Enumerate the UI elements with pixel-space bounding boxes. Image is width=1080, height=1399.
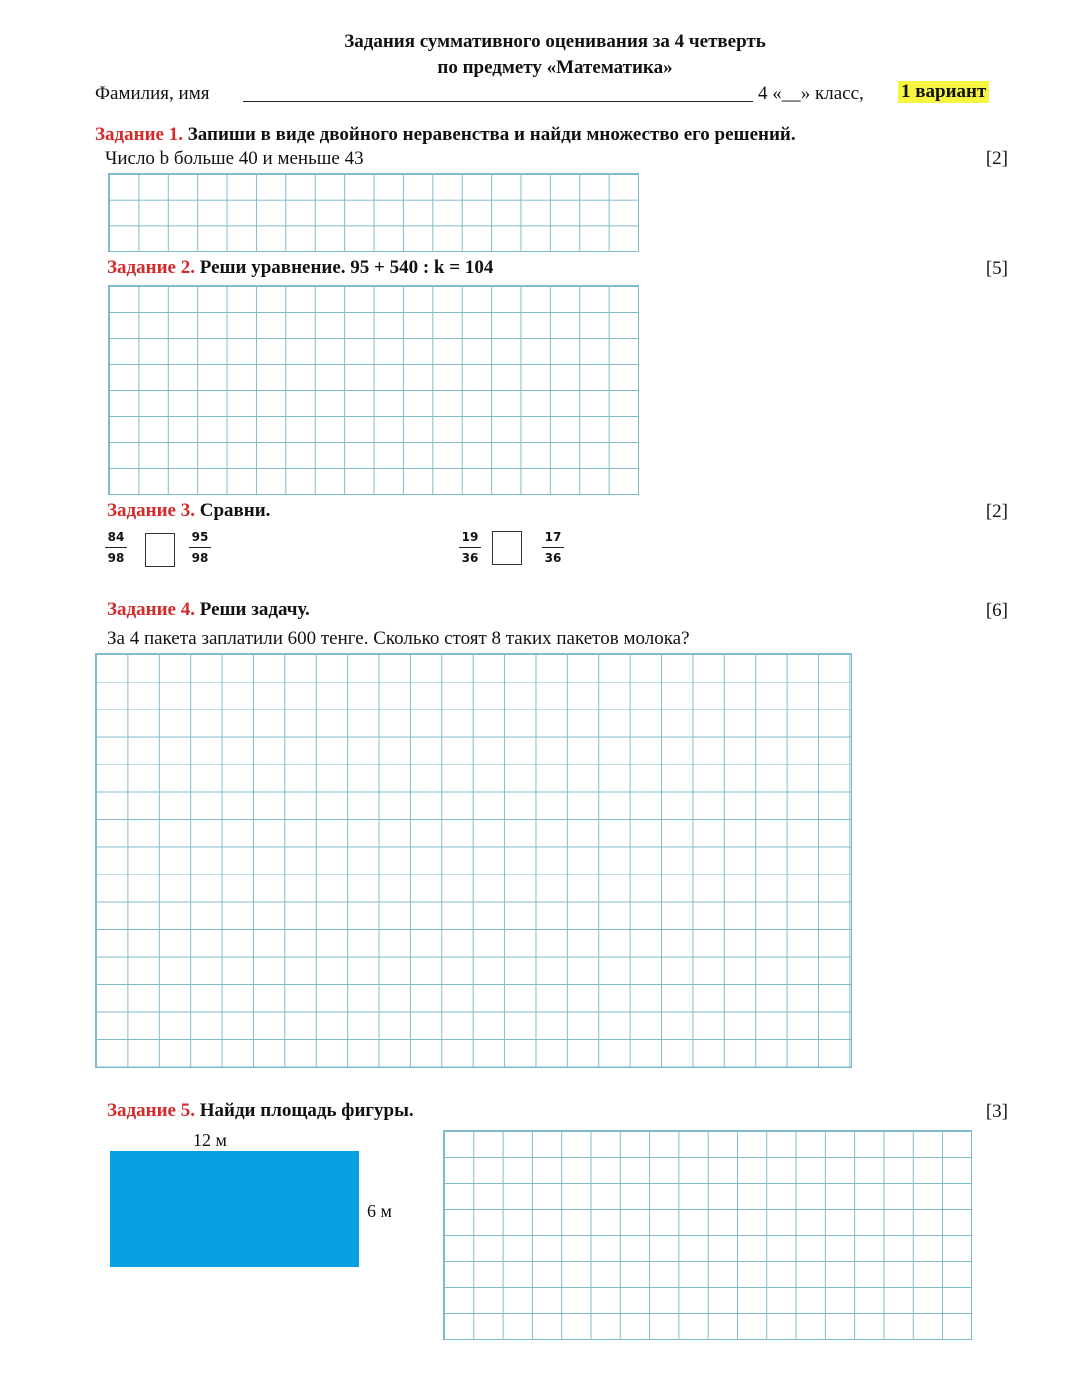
denominator: 36: [461, 551, 479, 565]
fraction-84-98: 84 98: [105, 530, 127, 566]
task1-subtext: Число b больше 40 и меньше 43: [105, 148, 364, 169]
task3-label: Задание 3.: [107, 500, 195, 521]
denominator: 36: [544, 551, 562, 565]
compare-box-2[interactable]: [492, 531, 522, 565]
rect-width-label: 12 м: [193, 1130, 227, 1150]
task1-label: Задание 1.: [95, 124, 183, 145]
task3-points: [2]: [985, 501, 1008, 522]
fraction-17-36: 17 36: [542, 530, 564, 566]
numerator: 84: [105, 530, 127, 548]
task4-label: Задание 4.: [107, 599, 195, 620]
task4-heading: Задание 4. Реши задачу.: [107, 599, 310, 621]
fraction-19-36: 19 36: [459, 530, 481, 566]
page-title-line1: Задания суммативного оценивания за 4 чет…: [344, 31, 766, 52]
numerator: 95: [189, 530, 211, 548]
task4-points: [6]: [985, 600, 1008, 621]
name-label: Фамилия, имя: [95, 83, 210, 104]
compare-box-1[interactable]: [145, 533, 175, 567]
task4-answer-grid[interactable]: [95, 653, 852, 1068]
task5-heading: Задание 5. Найди площадь фигуры.: [107, 1100, 414, 1122]
name-line[interactable]: [243, 101, 753, 102]
task2-label: Задание 2.: [107, 257, 195, 278]
task2-points: [5]: [985, 258, 1008, 279]
fraction-95-98: 95 98: [189, 530, 211, 566]
task3-text: Сравни.: [199, 500, 271, 521]
task1-answer-grid[interactable]: [108, 173, 639, 252]
variant-badge: 1 вариант: [898, 81, 990, 103]
task1-points: [2]: [985, 148, 1008, 169]
denominator: 98: [107, 551, 125, 565]
task5-answer-grid[interactable]: [443, 1130, 972, 1340]
task4-text: Реши задачу.: [199, 599, 310, 620]
page-title-line2: по предмету «Математика»: [437, 57, 673, 78]
numerator: 17: [542, 530, 564, 548]
task2-heading: Задание 2. Реши уравнение. 95 + 540 : k …: [107, 257, 493, 279]
task3-heading: Задание 3. Сравни.: [107, 500, 270, 522]
task5-points: [3]: [985, 1101, 1008, 1122]
task5-text: Найди площадь фигуры.: [199, 1100, 414, 1121]
numerator: 19: [459, 530, 481, 548]
rect-height-label: 6 м: [367, 1201, 392, 1221]
blue-rectangle-figure: [110, 1151, 359, 1267]
class-label: 4 «__» класс,: [758, 83, 864, 104]
denominator: 98: [191, 551, 209, 565]
task4-subtext: За 4 пакета заплатили 600 тенге. Сколько…: [107, 628, 690, 649]
task5-label: Задание 5.: [107, 1100, 195, 1121]
task2-text: Реши уравнение. 95 + 540 : k = 104: [199, 257, 494, 278]
task1-heading: Задание 1. Запиши в виде двойного нераве…: [95, 124, 796, 146]
task1-text: Запиши в виде двойного неравенства и най…: [187, 124, 796, 145]
task2-answer-grid[interactable]: [108, 285, 639, 495]
